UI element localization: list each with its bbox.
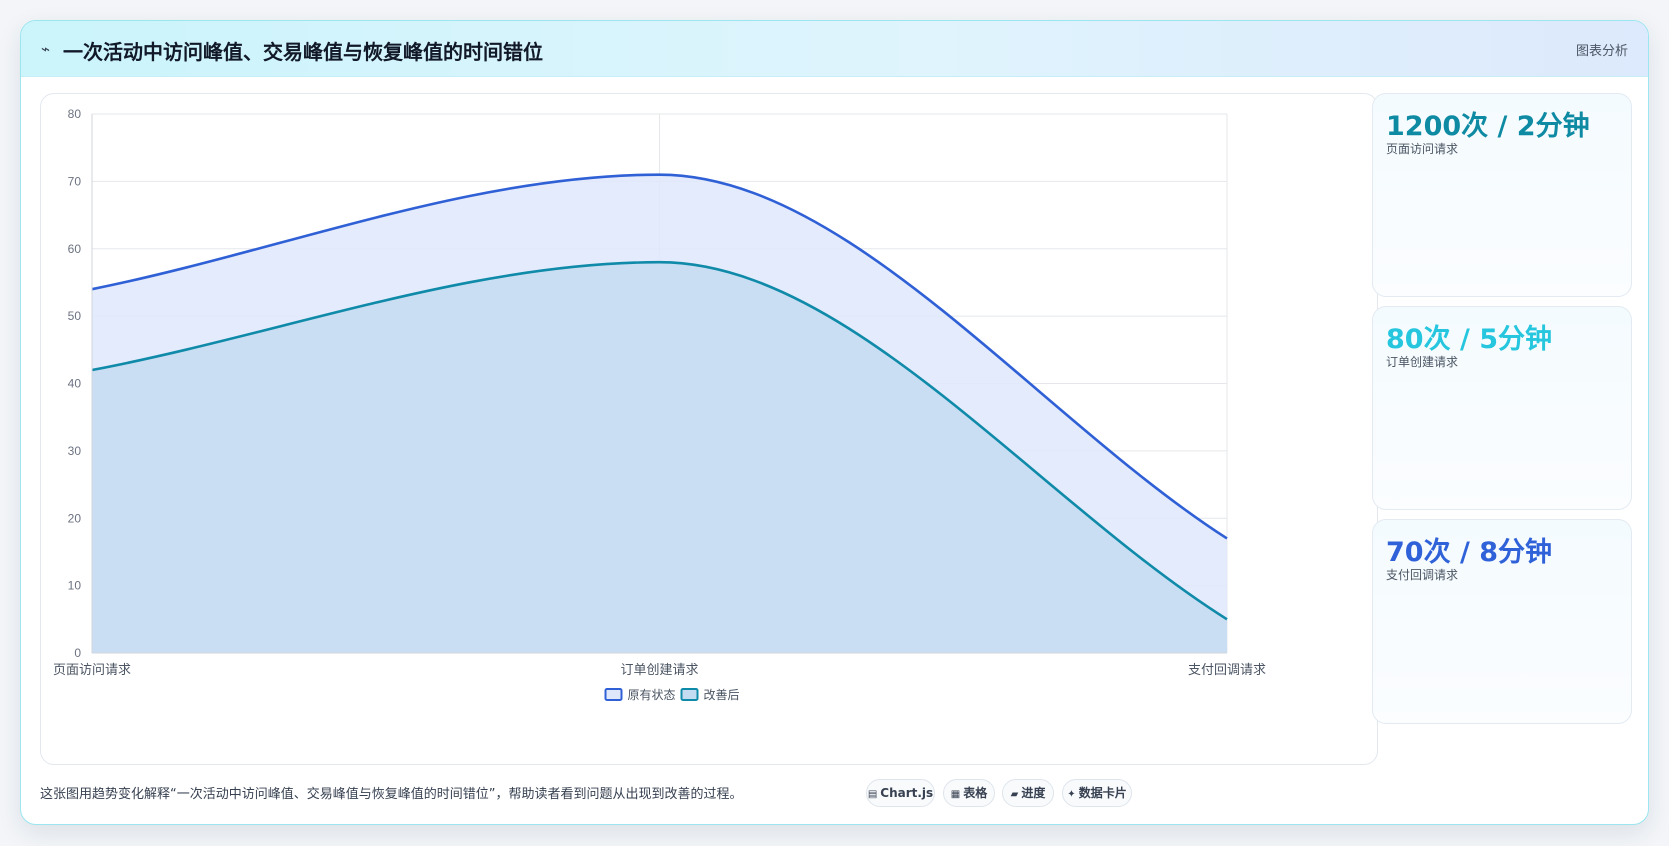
progress-icon: ▰: [1010, 789, 1019, 800]
y-tick-label: 50: [68, 309, 82, 323]
stat-value: 1200次 / 2分钟: [1386, 111, 1590, 142]
stat-label: 页面访问请求: [1386, 142, 1459, 156]
stat-value: 70次 / 8分钟: [1386, 537, 1553, 568]
pill-chartjs[interactable]: ▤ Chart.js: [866, 779, 935, 807]
area-chart: 0 10 20 30 40 50 60 70 80 页面访问请求 订单创建请求 支付回调请求 原有状态…: [53, 107, 1266, 702]
card-header: ⌁ 一次活动中访问峰值、交易峰值与恢复峰值的时间错位 图表分析: [21, 21, 1648, 77]
chart-card: ⌁ 一次活动中访问峰值、交易峰值与恢复峰值的时间错位 图表分析 0 10 20 30 4…: [20, 20, 1649, 825]
legend-swatch[interactable]: [604, 688, 623, 701]
legend-label[interactable]: 原有状态: [628, 688, 676, 702]
chart-analysis-link[interactable]: 图表分析: [1575, 44, 1628, 59]
x-tick-label: 页面访问请求: [53, 662, 131, 677]
pill-table[interactable]: ▦ 表格: [943, 779, 995, 807]
pill-label: 数据卡片: [1078, 786, 1127, 800]
legend-swatch[interactable]: [680, 688, 699, 701]
pulse-icon: ⌁: [41, 40, 51, 58]
stat-card-payment-callback: 70次 / 8分钟 支付回调请求: [1372, 519, 1632, 724]
chart-legend: 原有状态 改善后: [604, 687, 740, 702]
y-tick-label: 0: [74, 646, 81, 660]
sparkle-icon: ✦: [1067, 789, 1076, 800]
pill-data-cards[interactable]: ✦ 数据卡片: [1062, 779, 1132, 807]
chart-panel: 0 10 20 30 40 50 60 70 80 页面访问请求 订单创建请求 支付回调请求 原有状态…: [40, 93, 1378, 765]
legend-label[interactable]: 改善后: [704, 687, 740, 702]
x-tick-label: 订单创建请求: [620, 662, 698, 677]
y-tick-label: 10: [68, 579, 82, 593]
y-tick-label: 70: [68, 174, 82, 188]
page-title: 一次活动中访问峰值、交易峰值与恢复峰值的时间错位: [63, 40, 543, 64]
series-line-0: [91, 173, 1228, 540]
y-tick-label: 40: [68, 377, 82, 391]
stat-card-page-visits: 1200次 / 2分钟 页面访问请求: [1372, 93, 1632, 297]
y-tick-label: 30: [68, 444, 82, 458]
chart-areas: [92, 174, 1227, 653]
stat-value: 80次 / 5分钟: [1386, 324, 1553, 355]
x-tick-label: 支付回调请求: [1188, 662, 1266, 677]
chart-lines: [91, 173, 1228, 621]
y-tick-label: 80: [68, 107, 82, 121]
pill-label: Chart.js: [880, 786, 934, 800]
chart-icon: ▤: [867, 789, 878, 800]
y-tick-label: 60: [68, 242, 82, 256]
table-icon: ▦: [950, 789, 961, 800]
chart-footnote: 这张图用趋势变化解释“一次活动中访问峰值、交易峰值与恢复峰值的时间错位”，帮助读…: [40, 787, 743, 802]
y-tick-label: 20: [68, 511, 82, 525]
series-line-1: [91, 260, 1228, 621]
pill-progress[interactable]: ▰ 进度: [1002, 779, 1054, 807]
chart-axes: 0 10 20 30 40 50 60 70 80 页面访问请求 订单创建请求 支付回调请求: [53, 107, 1266, 677]
stat-label: 订单创建请求: [1386, 355, 1459, 369]
stat-label: 支付回调请求: [1386, 568, 1459, 582]
pill-label: 进度: [1021, 786, 1046, 800]
series-area-1: [92, 262, 1227, 653]
stat-card-order-creation: 80次 / 5分钟 订单创建请求: [1372, 306, 1632, 510]
pill-label: 表格: [963, 786, 988, 800]
